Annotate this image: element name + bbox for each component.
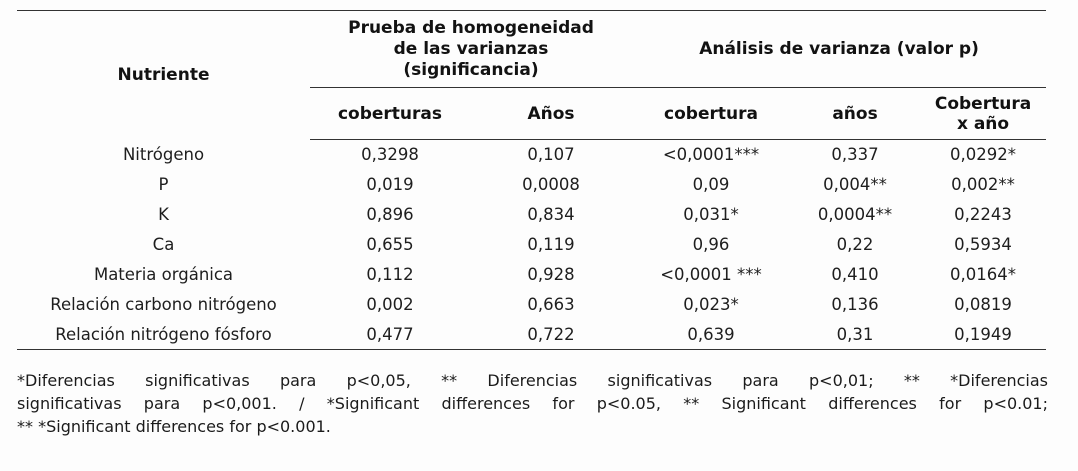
footnote-line-3: ** *Significant differences for p<0.001.	[17, 417, 331, 436]
value-cell: 0,655	[366, 235, 414, 254]
value-cell: 0,928	[527, 265, 575, 284]
value-cell: 0,119	[527, 235, 575, 254]
value-cell: 0,112	[366, 265, 414, 284]
value-cell: 0,002**	[951, 175, 1015, 194]
value-cell: 0,107	[527, 145, 575, 165]
column-header-nutriente: Nutriente	[17, 10, 310, 140]
column-header-cobertura-x-anio: Cobertura x año	[920, 87, 1047, 140]
nutrient-cell: Relación nitrógeno fósforo	[17, 319, 310, 350]
column-header-anios-anova: años	[790, 87, 921, 140]
group-header-homogeneity-line2: de las varianzas	[393, 38, 549, 59]
nutrient-cell: Ca	[152, 235, 175, 254]
table-row: Ca 0,655 0,119 0,96 0,22 0,5934	[17, 230, 1046, 260]
table-row: P 0,019 0,0008 0,09 0,004** 0,002**	[17, 170, 1046, 200]
nutrient-cell: P	[158, 175, 169, 194]
value-cell: 0,023*	[683, 295, 739, 314]
subheader-row: coberturas Años cobertura años Cobertura…	[17, 87, 1047, 140]
value-cell: 0,410	[831, 265, 879, 284]
table-row: Relación carbono nitrógeno 0,002 0,663 0,02…	[17, 290, 1046, 320]
value-cell: 0,337	[831, 145, 879, 165]
value-cell: 0,136	[831, 295, 879, 314]
table-header: Nutriente Prueba de homogeneidad de las …	[17, 10, 1047, 140]
value-cell: 0,477	[310, 319, 470, 350]
value-cell: 0,834	[527, 205, 575, 224]
value-cell: 0,004**	[823, 175, 887, 194]
value-cell: <0,0001***	[662, 145, 760, 165]
table-body: Nitrógeno 0,3298 0,107 <0,0001*** 0,337 0,029…	[17, 140, 1047, 350]
value-cell: 0,019	[366, 175, 414, 194]
value-cell: 0,0292*	[950, 145, 1017, 165]
column-header-cobertura-x-anio-line1: Cobertura	[934, 93, 1032, 114]
table-row: Materia orgánica 0,112 0,928 <0,0001 *** 0,4…	[17, 260, 1046, 290]
table-row: Relación nitrógeno fósforo 0,477 0,722 0,63…	[17, 319, 1047, 350]
column-header-anios-homogeneity: Años	[470, 87, 633, 140]
value-cell: 0,639	[632, 319, 791, 350]
value-cell: 0,0008	[522, 175, 580, 194]
nutrient-cell: Nitrógeno	[122, 145, 205, 164]
value-cell: 0,0819	[954, 295, 1012, 314]
value-cell: 0,031*	[683, 205, 739, 224]
value-cell: 0,31	[790, 319, 921, 350]
value-cell: <0,0001 ***	[660, 265, 762, 284]
value-cell: 0,5934	[954, 235, 1012, 254]
nutrient-cell: Relación carbono nitrógeno	[50, 295, 277, 314]
table-row: K 0,896 0,834 0,031* 0,0004** 0,2243	[17, 200, 1046, 230]
group-header-homogeneity: Prueba de homogeneidad de las varianzas …	[310, 10, 633, 88]
column-header-cobertura: cobertura	[632, 87, 791, 140]
value-cell: 0,96	[692, 235, 730, 254]
nutrient-cell: Materia orgánica	[93, 265, 234, 284]
value-cell: 0,663	[527, 295, 575, 314]
group-header-homogeneity-line3: (significancia)	[403, 59, 539, 80]
group-header-homogeneity-line1: Prueba de homogeneidad	[348, 17, 594, 38]
value-cell: 0,22	[836, 235, 874, 254]
value-cell: 0,3298	[361, 145, 419, 165]
table-footnote: *Diferencias significativas para p<0,05,…	[17, 369, 1048, 438]
column-header-cobertura-x-anio-line2: x año	[956, 113, 1010, 134]
value-cell: 0,09	[692, 175, 730, 194]
value-cell: 0,2243	[954, 205, 1012, 224]
footnote-line-2: significativas para p<0,001. / *Signific…	[17, 394, 1048, 413]
nutrient-anova-table: Nutriente Prueba de homogeneidad de las …	[17, 10, 1047, 350]
footnote-line-1: *Diferencias significativas para p<0,05,…	[17, 371, 1048, 390]
table-row: Nitrógeno 0,3298 0,107 <0,0001*** 0,337 0,029…	[17, 140, 1046, 170]
column-header-coberturas: coberturas	[310, 87, 470, 140]
value-cell: 0,0164*	[950, 265, 1017, 284]
value-cell: 0,002	[366, 295, 414, 314]
value-cell: 0,896	[366, 205, 414, 224]
nutrient-cell: K	[158, 205, 169, 224]
group-header-anova: Análisis de varianza (valor p)	[632, 10, 1047, 88]
group-header-row: Nutriente Prueba de homogeneidad de las …	[17, 10, 1047, 140]
value-cell: 0,722	[470, 319, 633, 350]
value-cell: 0,0004**	[817, 205, 893, 224]
value-cell: 0,1949	[920, 319, 1047, 350]
